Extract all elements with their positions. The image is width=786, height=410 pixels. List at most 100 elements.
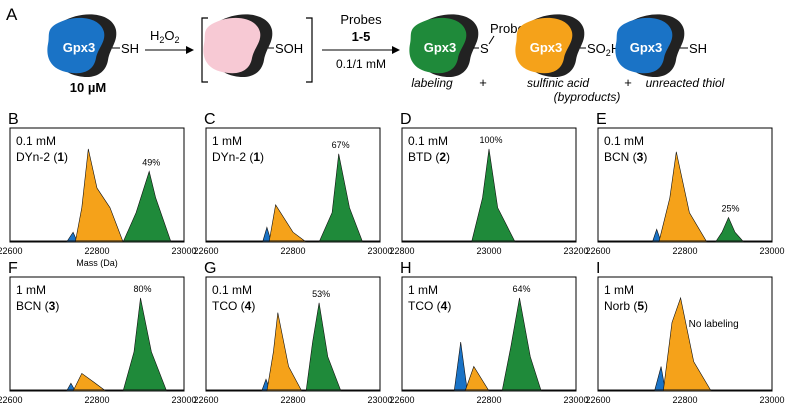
probe-arrow: Probes 1-5 0.1/1 mM xyxy=(322,12,400,71)
caption-thiol: unreacted thiol xyxy=(646,76,725,90)
probe-close: ) xyxy=(644,299,648,313)
probe-number: 4 xyxy=(245,299,252,313)
probe-name: Norb ( xyxy=(604,299,637,313)
panel-conc: 1 mM xyxy=(16,283,46,297)
panel-probe: TCO (4) xyxy=(212,299,255,313)
probe-name: TCO ( xyxy=(212,299,245,313)
panel-label: I xyxy=(596,260,600,277)
panel-label: G xyxy=(204,260,216,277)
probes-title: Probes xyxy=(340,12,382,27)
panel-percent: 80% xyxy=(133,284,151,294)
panel-probe: TCO (4) xyxy=(408,299,451,313)
probe-number: 3 xyxy=(637,150,644,164)
start-group: SH xyxy=(121,41,139,56)
tick-label: 23000 xyxy=(171,395,196,405)
protein-labeled-body xyxy=(409,17,467,74)
peak-green xyxy=(122,297,168,392)
peak-blue xyxy=(66,382,76,392)
protein-sulfinic-body xyxy=(515,17,573,74)
panel-probe: DYn-2 (1) xyxy=(16,150,68,164)
probe-name: BCN ( xyxy=(604,150,637,164)
panel-conc: 1 mM xyxy=(408,283,438,297)
panel-probe: BCN (3) xyxy=(604,150,647,164)
arrow-head-2 xyxy=(392,46,400,54)
peak-orange xyxy=(266,312,303,392)
peak-green xyxy=(305,302,342,392)
tick-label: 22600 xyxy=(585,395,610,405)
x-axis-label: Mass (Da) xyxy=(76,258,118,268)
tick-label: 22800 xyxy=(280,246,305,256)
peak-green xyxy=(318,153,364,243)
oxidant-sub2: 2 xyxy=(175,35,180,45)
panel-percent: No labeling xyxy=(689,319,739,330)
caption-byproducts: (byproducts) xyxy=(554,90,621,104)
panel-conc: 0.1 mM xyxy=(212,283,252,297)
scheme-panel: A Gpx3 SH 10 µM H2O2 SOH Probes xyxy=(6,5,725,104)
labeled-s: S xyxy=(480,41,489,56)
panel-conc: 1 mM xyxy=(604,283,634,297)
peak-blue xyxy=(66,231,78,243)
panel-conc: 0.1 mM xyxy=(408,134,448,148)
oxidation-arrow: H2O2 xyxy=(145,28,194,54)
probes-ids: 1-5 xyxy=(352,29,371,44)
plus-2: + xyxy=(624,75,632,90)
panel-label: B xyxy=(8,111,19,128)
product-labeled: Gpx3 S Probe labeling + xyxy=(409,14,525,90)
peak-orange xyxy=(268,203,308,243)
intermediate: SOH xyxy=(201,14,313,83)
probe-close: ) xyxy=(251,299,255,313)
probe-name: TCO ( xyxy=(408,299,441,313)
peak-green xyxy=(471,148,516,243)
probe-close: ) xyxy=(643,150,647,164)
tick-label: 22800 xyxy=(84,395,109,405)
protein-start-body xyxy=(47,17,105,74)
probe-number: 3 xyxy=(49,299,56,313)
panel-conc: 0.1 mM xyxy=(604,134,644,148)
peak-orange xyxy=(464,365,490,392)
product-sulfinic: Gpx3 SO2H sulfinic acid (byproducts) + xyxy=(515,14,632,104)
tick-label: 22600 xyxy=(0,395,23,405)
caption-sulfinic: sulfinic acid xyxy=(527,76,589,90)
protein-start: Gpx3 SH 10 µM xyxy=(47,14,139,95)
probe-number: 1 xyxy=(253,150,260,164)
peak-blue xyxy=(654,366,666,392)
protein-labeled-label: Gpx3 xyxy=(424,40,457,55)
panel-percent: 49% xyxy=(142,157,160,167)
bond-probe xyxy=(488,35,495,45)
peak-green xyxy=(714,216,745,243)
tick-label: 23200 xyxy=(563,246,588,256)
probe-number: 4 xyxy=(441,299,448,313)
tick-label: 22600 xyxy=(193,246,218,256)
panel-g: G 0.1 mM TCO (4) 53% 22600 22800 23000 xyxy=(193,260,392,405)
probe-number: 1 xyxy=(57,150,64,164)
probe-name: BTD ( xyxy=(408,150,439,164)
caption-labeling: labeling xyxy=(411,76,453,90)
peak-orange xyxy=(74,148,124,243)
tick-label: 22800 xyxy=(672,395,697,405)
figure-label-a: A xyxy=(6,5,18,24)
panel-percent: 100% xyxy=(479,135,502,145)
arrow-head-1 xyxy=(186,46,194,54)
panel-probe: BTD (2) xyxy=(408,150,450,164)
tick-label: 22600 xyxy=(389,395,414,405)
tick-label: 23000 xyxy=(367,246,392,256)
tick-label: 22600 xyxy=(193,395,218,405)
probe-close: ) xyxy=(64,150,68,164)
oxidant-sub1: 2 xyxy=(159,35,164,45)
tick-label: 23000 xyxy=(476,246,501,256)
sulfinic-so: SO xyxy=(587,41,606,56)
peak-green xyxy=(122,170,172,243)
tick-label: 23000 xyxy=(171,246,196,256)
panel-d: D 0.1 mM BTD (2) 100% 22800 23000 23200 xyxy=(389,111,588,256)
panel-label: D xyxy=(400,111,412,128)
panel-label: H xyxy=(400,260,412,277)
panel-probe: Norb (5) xyxy=(604,299,648,313)
tick-label: 23000 xyxy=(367,395,392,405)
probes-conc: 0.1/1 mM xyxy=(336,57,386,71)
protein-thiol-label: Gpx3 xyxy=(630,40,663,55)
tick-label: 22600 xyxy=(585,246,610,256)
oxidant-label: H2O2 xyxy=(150,28,180,45)
probe-close: ) xyxy=(446,150,450,164)
tick-label: 22800 xyxy=(84,246,109,256)
